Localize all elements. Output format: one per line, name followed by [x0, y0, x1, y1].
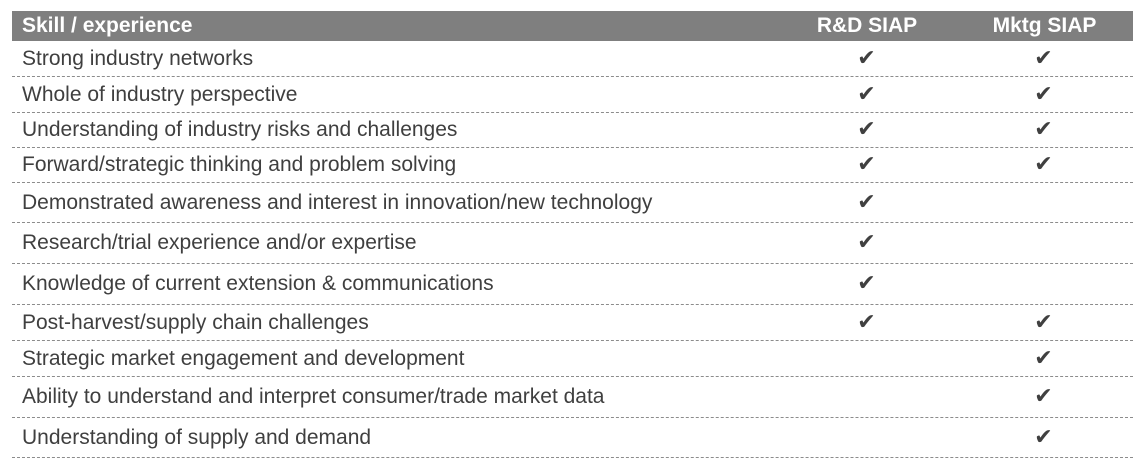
table-row: Whole of industry perspective ✔ ✔ — [12, 77, 1133, 113]
check-icon: ✔ — [857, 230, 876, 255]
check-icon: ✔ — [857, 45, 876, 71]
row-skill: Demonstrated awareness and interest in i… — [22, 190, 653, 214]
table-row: Ability to understand and interpret cons… — [12, 377, 1133, 418]
table-row: Strategic market engagement and developm… — [12, 341, 1133, 377]
row-skill: Strategic market engagement and developm… — [22, 346, 465, 370]
skills-table: Skill / experience R&D SIAP Mktg SIAP St… — [12, 11, 1133, 458]
table-row: Understanding of industry risks and chal… — [12, 113, 1133, 148]
check-icon: ✔ — [857, 117, 876, 142]
check-icon: ✔ — [857, 271, 876, 296]
row-skill: Understanding of industry risks and chal… — [22, 118, 458, 141]
row-skill: Post-harvest/supply chain challenges — [22, 310, 369, 334]
check-icon: ✔ — [1034, 81, 1053, 107]
table-row: Knowledge of current extension & communi… — [12, 264, 1133, 305]
check-icon: ✔ — [857, 189, 876, 215]
table-row: Forward/strategic thinking and problem s… — [12, 148, 1133, 183]
header-skill: Skill / experience — [22, 14, 193, 37]
row-skill: Knowledge of current extension & communi… — [22, 272, 494, 295]
row-skill: Ability to understand and interpret cons… — [22, 385, 605, 408]
check-icon: ✔ — [1034, 45, 1053, 71]
table-row: Understanding of supply and demand ✔ — [12, 418, 1133, 458]
check-icon: ✔ — [1034, 117, 1053, 142]
header-mktg-siap: Mktg SIAP — [992, 14, 1097, 37]
check-icon: ✔ — [1034, 384, 1053, 409]
table-row: Demonstrated awareness and interest in i… — [12, 183, 1133, 223]
check-icon: ✔ — [857, 81, 876, 107]
table-row: Research/trial experience and/or experti… — [12, 223, 1133, 264]
header-rd-siap: R&D SIAP — [816, 14, 918, 37]
row-skill: Understanding of supply and demand — [22, 425, 372, 449]
check-icon: ✔ — [1034, 345, 1053, 371]
row-skill: Whole of industry perspective — [22, 82, 298, 106]
check-icon: ✔ — [857, 152, 876, 177]
table-row: Strong industry networks ✔ ✔ — [12, 41, 1133, 77]
check-icon: ✔ — [1034, 152, 1053, 177]
check-icon: ✔ — [1034, 309, 1053, 335]
row-skill: Strong industry networks — [22, 46, 254, 70]
row-skill: Research/trial experience and/or experti… — [22, 231, 417, 254]
check-icon: ✔ — [1034, 424, 1053, 450]
row-skill: Forward/strategic thinking and problem s… — [22, 153, 457, 176]
check-icon: ✔ — [857, 309, 876, 335]
table-row: Post-harvest/supply chain challenges ✔ ✔ — [12, 305, 1133, 341]
table-header: Skill / experience R&D SIAP Mktg SIAP — [12, 11, 1133, 41]
